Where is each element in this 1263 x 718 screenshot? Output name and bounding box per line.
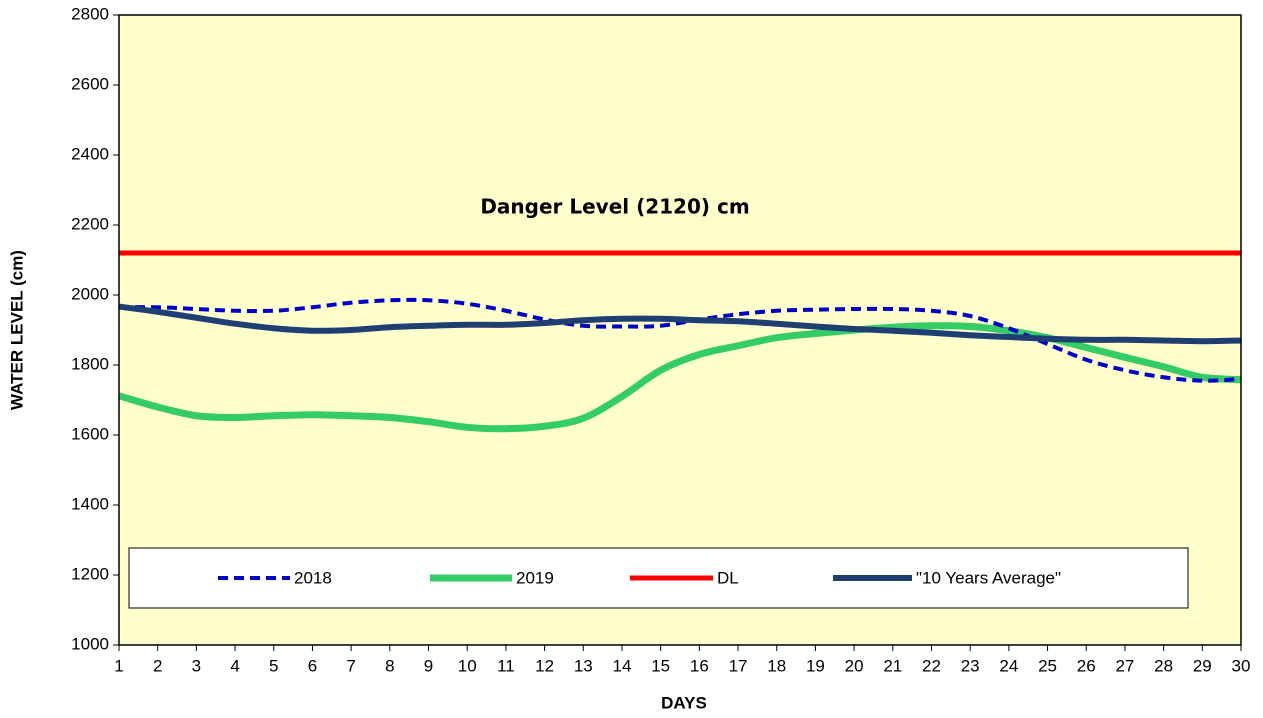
x-tick-label: 6 <box>308 656 317 675</box>
x-tick-label: 1 <box>114 656 123 675</box>
y-tick-label: 1600 <box>71 424 109 443</box>
x-tick-label: 5 <box>269 656 278 675</box>
x-tick-label: 30 <box>1232 656 1251 675</box>
x-tick-label: 23 <box>961 656 980 675</box>
legend-label: 2018 <box>294 568 332 587</box>
y-tick-label: 1200 <box>71 564 109 583</box>
y-tick-label: 1000 <box>71 634 109 653</box>
x-tick-label: 26 <box>1077 656 1096 675</box>
x-tick-label: 29 <box>1193 656 1212 675</box>
x-tick-label: 9 <box>424 656 433 675</box>
x-tick-label: 12 <box>535 656 554 675</box>
annotation: Danger Level (2120) cm <box>480 195 749 219</box>
x-tick-label: 22 <box>922 656 941 675</box>
y-axis-title: WATER LEVEL (cm) <box>7 250 26 410</box>
x-tick-label: 13 <box>574 656 593 675</box>
y-tick-label: 2000 <box>71 284 109 303</box>
y-tick-label: 1800 <box>71 354 109 373</box>
x-tick-label: 21 <box>883 656 902 675</box>
x-tick-label: 25 <box>1038 656 1057 675</box>
x-tick-label: 4 <box>230 656 239 675</box>
x-tick-label: 19 <box>806 656 825 675</box>
x-tick-label: 18 <box>767 656 786 675</box>
series-line <box>118 303 1242 345</box>
y-tick-label: 2200 <box>71 214 109 233</box>
legend-label: "10 Years Average" <box>916 568 1061 587</box>
x-tick-label: 10 <box>458 656 477 675</box>
y-tick-label: 1400 <box>71 494 109 513</box>
y-tick-label: 2800 <box>71 4 109 23</box>
x-tick-label: 28 <box>1154 656 1173 675</box>
x-tick-label: 20 <box>845 656 864 675</box>
x-tick-label: 3 <box>192 656 201 675</box>
x-tick-label: 8 <box>385 656 394 675</box>
x-tick-label: 24 <box>999 656 1018 675</box>
x-tick-label: 16 <box>690 656 709 675</box>
x-axis-title: DAYS <box>661 693 707 712</box>
plot-border <box>118 14 1242 646</box>
legend-label: 2019 <box>516 568 554 587</box>
legend-label: DL <box>717 568 739 587</box>
x-tick-label: 11 <box>497 656 515 675</box>
y-tick-label: 2400 <box>71 144 109 163</box>
x-tick-label: 27 <box>1115 656 1134 675</box>
x-tick-label: 15 <box>651 656 670 675</box>
x-tick-label: 7 <box>346 656 355 675</box>
x-tick-label: 17 <box>729 656 748 675</box>
x-tick-label: 14 <box>613 656 632 675</box>
series-line <box>118 297 1242 383</box>
y-tick-label: 2600 <box>71 74 109 93</box>
x-tick-label: 2 <box>153 656 162 675</box>
